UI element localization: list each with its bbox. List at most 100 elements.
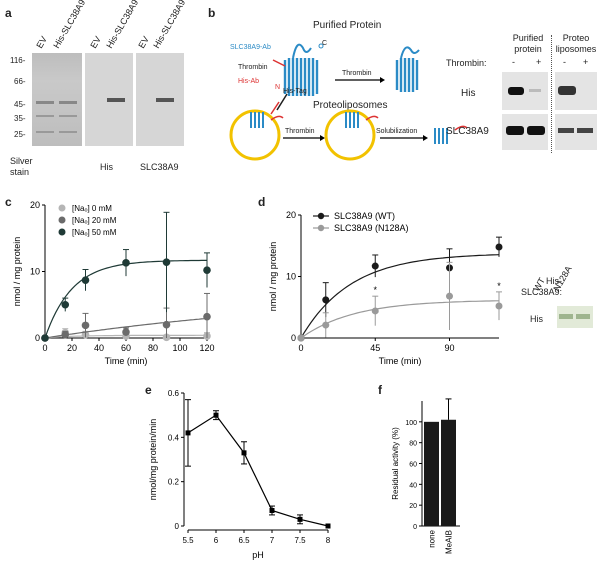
side-blot [557, 306, 593, 328]
x-tick-label: 5.5 [182, 536, 194, 545]
chart-f: 0 20 40 60 80 100 Residual activity (%) none MeA… [391, 398, 460, 554]
schematic-diagram [229, 43, 468, 161]
blot-band [107, 98, 125, 102]
gel-band [36, 131, 54, 133]
row-his-label: His [461, 88, 476, 99]
side-row-label: His [530, 314, 543, 324]
y-tick-label: 100 [405, 420, 417, 427]
hisab-label: His-Ab [238, 78, 260, 85]
y-tick-label: 80 [409, 441, 417, 448]
blot-band [529, 89, 541, 92]
x-tick-label: 6 [214, 536, 219, 545]
legend-marker [317, 224, 325, 232]
panel-e-label: e [145, 383, 152, 397]
y-tick-label: 20 [30, 200, 40, 210]
blot-slc38a9-purified [502, 114, 548, 150]
chart-d: 0 10 20 0 45 90 Time (min) nmol / mg protein SLC… [268, 210, 503, 366]
data-point [495, 302, 503, 310]
liposome-icon [229, 109, 281, 161]
y-tick-label: 0 [35, 333, 40, 343]
chart-e: 0 0.2 0.4 0.6 5.5 6 6.5 7 7.5 8 pH nmol/mg protein/… [148, 389, 331, 560]
blot-band [559, 314, 573, 319]
panel-d-label: d [258, 195, 266, 209]
data-point [269, 507, 275, 513]
ab-label: SLC38A9-Ab [230, 44, 271, 51]
y-tick-label: 40 [409, 482, 417, 489]
blot-band [576, 314, 590, 319]
panel-a-label: a [5, 6, 12, 20]
chart-c: 0 10 20 0 20 40 60 80 100 120 Time (min) nmol / mg … [12, 200, 215, 366]
x-tick-label: 7.5 [294, 536, 306, 545]
liposome-icon [324, 109, 376, 161]
y-axis-label: nmol/mg protein/min [148, 419, 158, 501]
gel-band [59, 115, 77, 117]
caption-his: His [100, 162, 113, 172]
caption-silver: Silver stain [10, 156, 33, 177]
x-tick-label: 8 [326, 536, 331, 545]
thrombin-row-label: Thrombin: [446, 58, 487, 68]
solubilized-transporter-icon [434, 128, 448, 144]
data-point [446, 292, 453, 300]
x-tick-label: 7 [270, 536, 275, 545]
blot-band [558, 128, 574, 133]
x-tick-label: 120 [199, 343, 214, 353]
sign: + [583, 57, 589, 67]
legend-label: [Naₒ] 20 mM [72, 216, 117, 225]
slc38a9-blot [136, 53, 184, 146]
category-label: MeAIB [445, 530, 454, 554]
y-tick-label: 60 [409, 462, 417, 469]
data-point [325, 523, 331, 529]
sign: - [563, 57, 566, 67]
arrow3-label: Solubilization [376, 128, 418, 135]
x-axis-label: Time (min) [379, 356, 422, 366]
blot-band [558, 86, 576, 95]
blot-slc38a9-liposomes [555, 114, 597, 150]
x-tick-label: 90 [444, 343, 454, 353]
blot-band [508, 87, 524, 95]
data-point [81, 276, 90, 284]
data-point [81, 321, 90, 330]
y-tick-label: 10 [30, 267, 40, 277]
lane-label: EV [88, 34, 104, 50]
data-point [213, 412, 219, 418]
blot-his-liposomes [555, 72, 597, 110]
data-point [122, 259, 130, 267]
n-label: N [275, 84, 281, 91]
cleaved-transporter-icon [395, 58, 419, 92]
lane-label: His-SLC38A9 [51, 0, 88, 51]
legend-marker [58, 216, 66, 224]
arrow1-label: Thrombin [342, 70, 372, 77]
y-tick-label: 0 [175, 522, 180, 531]
panel-f-label: f [378, 383, 382, 397]
blot-band [506, 126, 524, 135]
significance-star: * [373, 285, 377, 295]
x-tick-label: 40 [94, 343, 104, 353]
data-point [495, 243, 503, 251]
y-axis-label: nmol / mg protein [12, 237, 22, 307]
caption-slc38a9: SLC38A9 [140, 162, 179, 172]
x-tick-label: 0 [42, 343, 47, 353]
y-tick-label: 0.4 [168, 433, 180, 442]
thrombin-line [276, 93, 288, 111]
category-label: none [428, 529, 437, 547]
x-tick-label: 20 [67, 343, 77, 353]
data-point [61, 330, 70, 339]
x-tick-label: 0 [298, 343, 303, 353]
legend-marker [58, 204, 66, 212]
x-axis-label: Time (min) [105, 356, 148, 366]
data-point [185, 430, 191, 436]
marker-label: 116- [10, 56, 26, 65]
purified-protein-title: Purified Protein [313, 20, 382, 31]
y-axis-label: Residual activity (%) [391, 427, 400, 500]
x-axis-label: pH [252, 550, 264, 560]
data-point [371, 262, 379, 270]
data-point [322, 321, 330, 329]
significance-star: * [497, 281, 501, 291]
lane-label: EV [136, 34, 152, 50]
row-slc38a9-label: SLC38A9 [446, 126, 489, 137]
lane-label: His-SLC38A9 [104, 0, 141, 51]
legend-label: SLC38A9 (N128A) [334, 223, 409, 233]
sign: - [512, 57, 515, 67]
col-proteoliposomes: Proteo liposomes [555, 33, 597, 54]
fit-curve [300, 254, 500, 339]
